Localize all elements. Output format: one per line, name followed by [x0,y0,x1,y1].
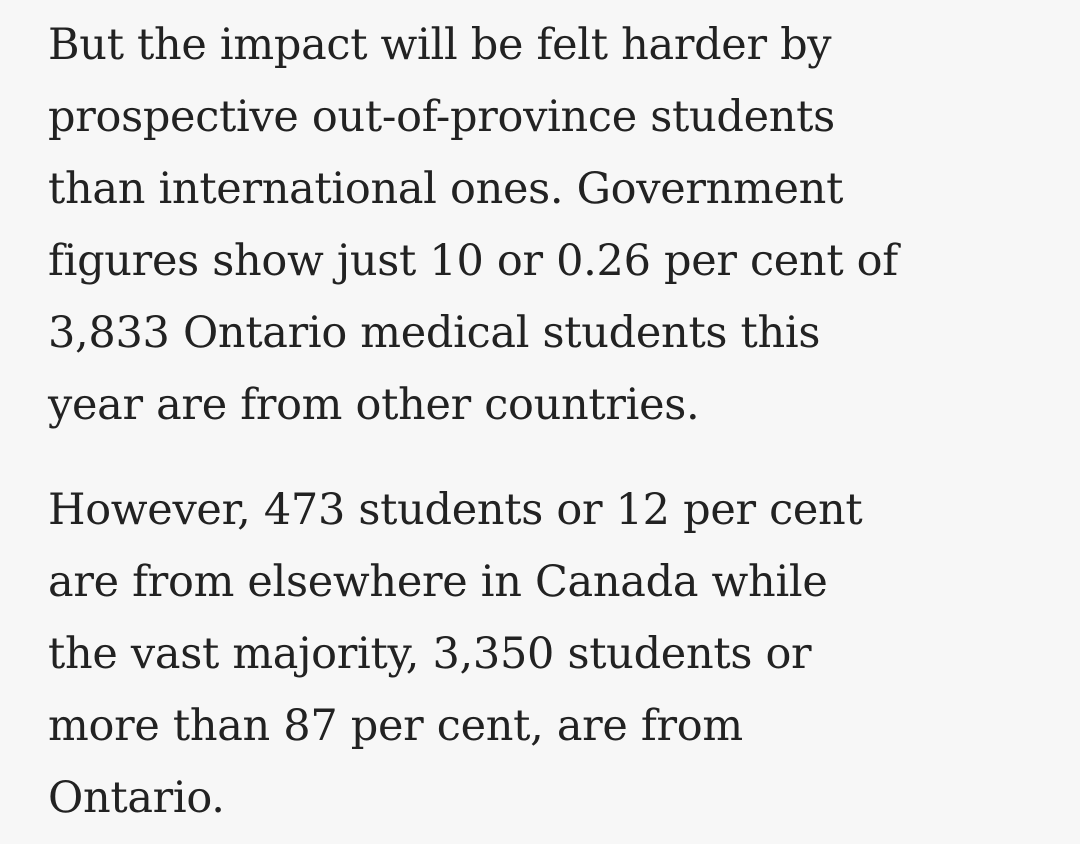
text-line: prospective out-of-province students [48,92,835,142]
text-line: Ontario. [48,773,225,823]
text-line: year are from other countries. [48,380,700,430]
paragraph: But the impact will be felt harder by pro… [48,9,1080,441]
paragraph: However, 473 students or 12 per cent are … [48,474,1080,834]
text-line: more than 87 per cent, are from [48,701,743,751]
text-line: However, 473 students or 12 per cent [48,485,863,535]
text-line: But the impact will be felt harder by [48,20,832,70]
text-line: the vast majority, 3,350 students or [48,629,812,679]
text-line: than international ones. Government [48,164,844,214]
text-line: 3,833 Ontario medical students this [48,308,821,358]
text-line: figures show just 10 or 0.26 per cent of [48,236,898,286]
text-line: are from elsewhere in Canada while [48,557,828,607]
